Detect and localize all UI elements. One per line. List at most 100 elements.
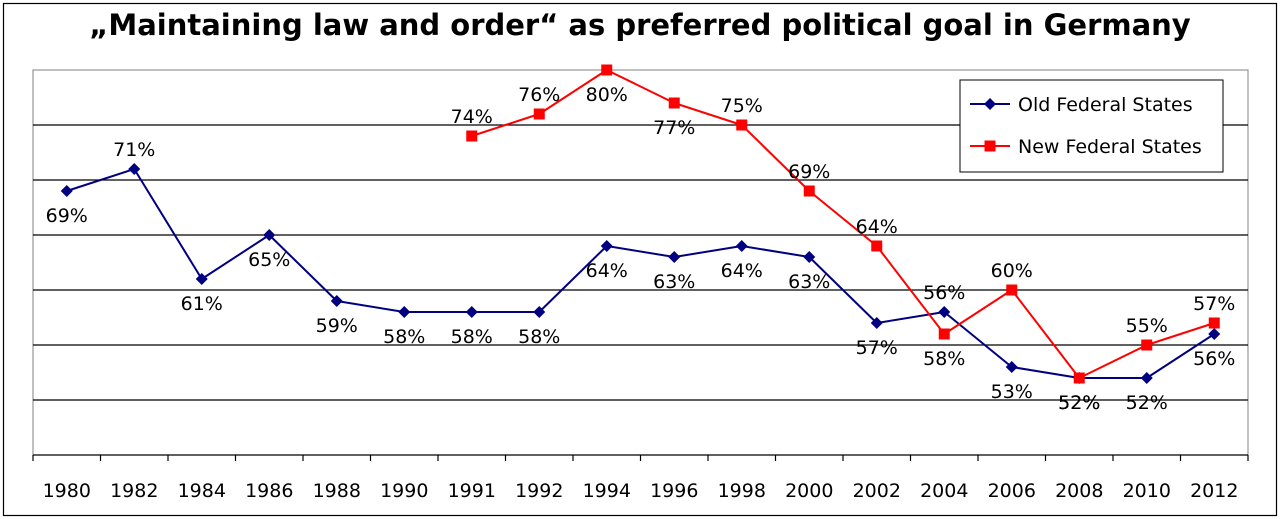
data-point <box>870 317 883 329</box>
data-point <box>938 306 951 318</box>
data-point <box>128 163 141 175</box>
data-point <box>533 306 546 318</box>
series-line-segment <box>876 311 945 324</box>
data-label: 75% <box>721 95 763 117</box>
data-point <box>871 240 883 252</box>
data-label: 58% <box>451 326 493 348</box>
data-point <box>668 97 680 109</box>
data-label: 57% <box>1193 293 1235 315</box>
data-label: 52% <box>1058 392 1100 414</box>
data-point <box>466 130 478 142</box>
legend-label: Old Federal States <box>1018 94 1193 116</box>
data-label: 56% <box>923 282 965 304</box>
series-line-segment <box>1146 322 1215 346</box>
series-line-segment <box>268 234 338 302</box>
x-tick-label: 2006 <box>988 480 1036 502</box>
data-label: 64% <box>721 260 763 282</box>
data-label: 56% <box>1193 348 1235 370</box>
series-line-segment <box>606 245 675 258</box>
data-label: 74% <box>451 106 493 128</box>
data-label: 59% <box>316 315 358 337</box>
data-point <box>60 185 73 197</box>
data-point <box>1005 361 1018 373</box>
series-line-segment <box>471 113 540 137</box>
data-point <box>465 306 478 318</box>
data-label: 69% <box>46 205 88 227</box>
data-label: 60% <box>991 260 1033 282</box>
data-label: 76% <box>518 84 560 106</box>
data-label: 61% <box>181 293 223 315</box>
data-point <box>601 64 613 76</box>
series-line-segment <box>66 168 135 192</box>
legend-marker <box>984 140 996 152</box>
x-tick-label: 1994 <box>583 480 631 502</box>
series-line-segment <box>741 124 810 192</box>
x-tick-label: 1984 <box>178 480 226 502</box>
series-line-segment <box>808 256 878 324</box>
x-tick-label: 1990 <box>380 480 428 502</box>
data-label: 58% <box>923 348 965 370</box>
data-label: 71% <box>113 139 155 161</box>
legend <box>959 79 1224 173</box>
data-label: 65% <box>248 249 290 271</box>
series-line-segment <box>673 102 743 126</box>
data-point <box>803 185 815 197</box>
data-label: 55% <box>1126 315 1168 337</box>
data-point <box>1006 284 1018 296</box>
series-line-segment <box>943 289 1013 335</box>
chart-title: „Maintaining law and order“ as preferred… <box>89 8 1191 42</box>
data-point <box>1073 372 1085 384</box>
x-tick-label: 1986 <box>245 480 293 502</box>
data-label: 52% <box>1058 392 1100 414</box>
data-label: 58% <box>383 326 425 348</box>
series-line-segment <box>943 311 1013 368</box>
x-tick-label: 1996 <box>650 480 698 502</box>
data-point <box>1140 372 1153 384</box>
series-line-segment <box>1011 366 1080 379</box>
data-point <box>938 328 950 340</box>
data-point <box>600 240 613 252</box>
data-point <box>1141 339 1153 351</box>
data-point <box>803 251 816 263</box>
data-label: 58% <box>518 326 560 348</box>
series-line-segment <box>1078 344 1148 379</box>
data-point <box>736 119 748 131</box>
data-point <box>330 295 343 307</box>
series-line-segment <box>201 234 270 280</box>
series-line-segment <box>741 245 810 258</box>
data-label: 53% <box>991 381 1033 403</box>
data-point <box>263 229 276 241</box>
data-label: 80% <box>586 84 628 106</box>
data-label: 69% <box>788 161 830 183</box>
data-label: 57% <box>856 337 898 359</box>
x-tick-label: 1980 <box>43 480 91 502</box>
x-tick-label: 2002 <box>853 480 901 502</box>
data-label: 63% <box>653 271 695 293</box>
series-line-segment <box>133 168 203 280</box>
legend-marker <box>984 98 996 110</box>
data-point <box>533 108 545 120</box>
data-point <box>668 251 681 263</box>
x-tick-label: 1988 <box>313 480 361 502</box>
x-tick-label: 2008 <box>1055 480 1103 502</box>
series-line-segment <box>606 69 675 104</box>
x-tick-label: 1982 <box>110 480 158 502</box>
data-label: 64% <box>586 260 628 282</box>
series-line-segment <box>875 245 946 335</box>
series-line-segment <box>336 300 405 313</box>
x-tick-label: 2012 <box>1190 480 1238 502</box>
series-line-segment <box>538 245 608 313</box>
data-label: 63% <box>788 271 830 293</box>
x-tick-label: 1998 <box>718 480 766 502</box>
data-label: 52% <box>1126 392 1168 414</box>
data-point <box>1208 328 1221 340</box>
x-tick-label: 2004 <box>920 480 968 502</box>
data-point <box>195 273 208 285</box>
data-point <box>398 306 411 318</box>
data-label: 64% <box>856 216 898 238</box>
series-line-segment <box>538 69 608 115</box>
data-point <box>735 240 748 252</box>
